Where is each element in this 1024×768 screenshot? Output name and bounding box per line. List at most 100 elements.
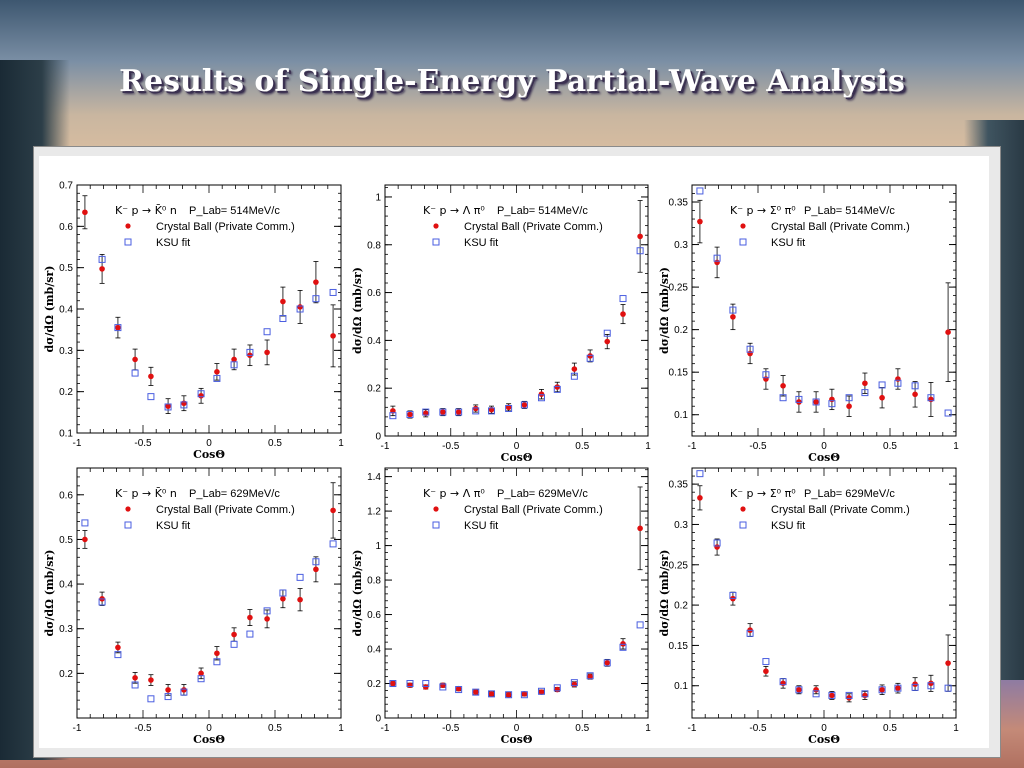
data-point-ksu-fit xyxy=(696,187,704,195)
data-point-crystal-ball xyxy=(231,631,237,638)
data-point-crystal-ball xyxy=(455,409,462,415)
data-point-ksu-fit xyxy=(329,288,337,296)
data-point-ksu-fit xyxy=(312,295,320,303)
y-tick-label: 0.2 xyxy=(59,387,73,398)
data-point-ksu-fit xyxy=(636,247,644,255)
data-point-ksu-fit xyxy=(329,540,337,548)
legend-marker-ksu-fit xyxy=(124,521,132,529)
y-tick-label: 1.4 xyxy=(367,472,381,483)
legend-label-crystal-ball: Crystal Ball (Private Comm.) xyxy=(771,504,910,516)
y-axis-label: dσ/dΩ (mb/sr) xyxy=(658,550,671,637)
data-point-crystal-ball xyxy=(82,209,88,216)
x-tick-label: -0.5 xyxy=(134,723,152,734)
data-point-crystal-ball xyxy=(455,685,462,692)
data-point-crystal-ball xyxy=(165,403,171,409)
y-tick-label: 0.25 xyxy=(669,283,689,294)
data-point-ksu-fit xyxy=(197,390,205,398)
data-point-crystal-ball xyxy=(148,677,154,683)
legend-marker-crystal-ball xyxy=(433,223,439,229)
x-tick-label: -1 xyxy=(688,723,697,734)
legend-label-ksu-fit: KSU fit xyxy=(771,520,805,532)
data-point-ksu-fit xyxy=(263,607,271,615)
legend-marker-crystal-ball xyxy=(740,223,746,229)
x-tick-label: -0.5 xyxy=(749,441,767,452)
x-tick-label: -1 xyxy=(381,441,390,452)
data-point-ksu-fit xyxy=(147,393,155,401)
x-tick-label: -1 xyxy=(73,723,82,734)
data-point-crystal-ball xyxy=(895,685,901,691)
data-point-ksu-fit xyxy=(762,371,770,379)
data-point-crystal-ball xyxy=(604,660,611,666)
data-point-crystal-ball xyxy=(472,689,479,695)
data-point-ksu-fit xyxy=(795,686,803,694)
data-point-ksu-fit xyxy=(537,687,545,695)
y-tick-label: 0.6 xyxy=(367,288,381,299)
data-point-crystal-ball xyxy=(390,680,396,687)
data-point-ksu-fit xyxy=(619,643,627,651)
y-axis-label: dσ/dΩ (mb/sr) xyxy=(351,267,364,354)
y-tick-label: 0 xyxy=(375,432,381,443)
data-point-crystal-ball xyxy=(115,644,121,651)
data-point-ksu-fit xyxy=(488,690,496,698)
data-point-ksu-fit xyxy=(422,408,430,416)
data-point-ksu-fit xyxy=(98,255,106,263)
data-point-crystal-ball xyxy=(571,366,578,372)
data-point-crystal-ball xyxy=(214,650,220,657)
data-point-ksu-fit xyxy=(878,381,886,389)
data-point-ksu-fit xyxy=(246,630,254,638)
data-point-crystal-ball xyxy=(538,391,545,397)
data-point-ksu-fit xyxy=(131,369,139,377)
data-point-crystal-ball xyxy=(879,686,885,693)
data-point-ksu-fit xyxy=(911,683,919,691)
data-point-crystal-ball xyxy=(280,298,286,305)
data-point-ksu-fit xyxy=(779,678,787,686)
data-point-ksu-fit xyxy=(696,470,704,478)
data-point-crystal-ball xyxy=(747,350,753,357)
data-point-crystal-ball xyxy=(407,682,413,689)
data-point-ksu-fit xyxy=(505,691,513,699)
y-tick-label: 0.2 xyxy=(367,384,381,395)
y-tick-label: 0.4 xyxy=(59,580,73,591)
data-point-crystal-ball xyxy=(214,369,220,375)
legend-marker-ksu-fit xyxy=(739,521,747,529)
data-point-ksu-fit xyxy=(263,328,271,336)
data-point-crystal-ball xyxy=(440,409,446,415)
data-point-crystal-ball xyxy=(829,396,835,403)
data-point-crystal-ball xyxy=(862,380,868,387)
data-point-crystal-ball xyxy=(571,681,578,688)
data-point-ksu-fit xyxy=(505,405,513,413)
data-point-ksu-fit xyxy=(279,315,287,323)
legend-label-ksu-fit: KSU fit xyxy=(156,520,190,532)
x-tick-label: 0.5 xyxy=(883,441,897,452)
data-point-ksu-fit xyxy=(455,686,463,694)
data-point-crystal-ball xyxy=(879,394,885,401)
data-point-crystal-ball xyxy=(620,311,626,317)
x-tick-label: 1 xyxy=(645,441,651,452)
y-tick-label: 1 xyxy=(375,192,381,203)
data-point-crystal-ball xyxy=(637,233,643,240)
x-tick-label: -1 xyxy=(73,438,82,449)
data-point-crystal-ball xyxy=(181,400,187,407)
data-point-ksu-fit xyxy=(746,345,754,353)
x-tick-label: 0 xyxy=(514,723,520,734)
y-tick-label: 0.1 xyxy=(59,429,73,440)
plab-label: P_Lab= 629MeV/c xyxy=(189,488,280,500)
y-tick-label: 0.2 xyxy=(674,325,688,336)
data-point-crystal-ball xyxy=(945,329,951,335)
y-tick-label: 0.5 xyxy=(59,263,73,274)
data-point-crystal-ball xyxy=(587,673,593,680)
data-point-ksu-fit xyxy=(828,400,836,408)
x-tick-label: -0.5 xyxy=(442,723,460,734)
y-tick-label: 0.6 xyxy=(59,222,73,233)
data-point-ksu-fit xyxy=(603,659,611,667)
x-tick-label: 0 xyxy=(821,441,827,452)
data-point-crystal-ball xyxy=(488,691,495,697)
y-tick-label: 0.35 xyxy=(669,198,689,209)
x-axis-label: CosΘ xyxy=(808,451,840,464)
reaction-label: K⁻ p → Λ π⁰ xyxy=(423,204,485,217)
legend-label-ksu-fit: KSU fit xyxy=(771,237,805,249)
data-point-ksu-fit xyxy=(927,394,935,402)
plab-label: P_Lab= 514MeV/c xyxy=(804,205,895,217)
data-point-ksu-fit xyxy=(246,348,254,356)
x-tick-label: 0.5 xyxy=(268,723,282,734)
